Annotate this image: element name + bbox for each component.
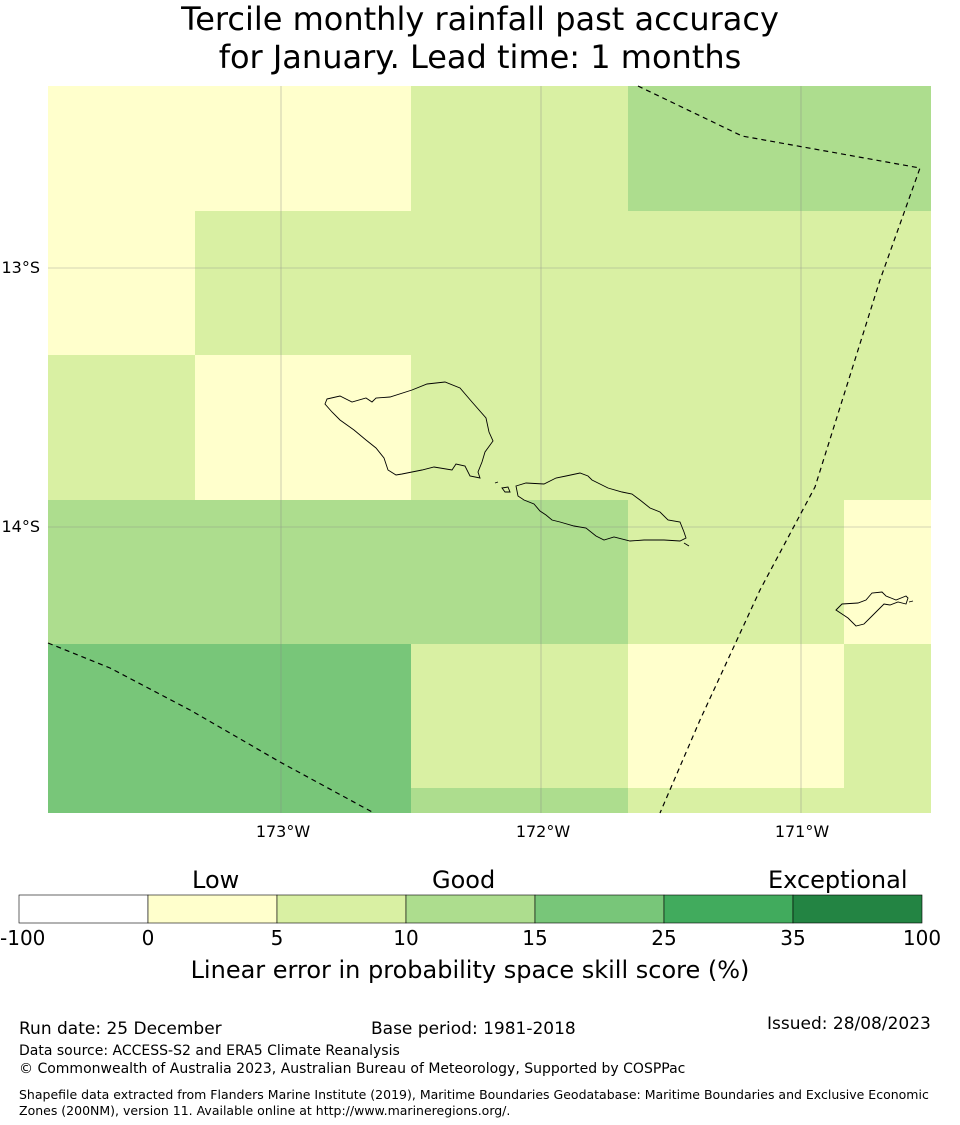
skill-cell [281, 788, 411, 813]
skill-cell [195, 86, 411, 211]
lat-label-13s: 13°S [1, 258, 40, 277]
skill-cell [541, 500, 628, 644]
skill-cell [48, 86, 195, 355]
skill-cell [628, 788, 844, 813]
lat-label-14s: 14°S [1, 517, 40, 536]
copyright: © Commonwealth of Australia 2023, Austra… [19, 1061, 686, 1077]
skill-cell [195, 788, 281, 813]
islet-aunuu [908, 600, 914, 603]
colorbar-segment [792, 894, 923, 924]
colorbar-tick-label: 100 [902, 926, 942, 950]
skill-cell [411, 788, 628, 813]
colorbar-tick-label: 15 [522, 926, 548, 950]
data-source: Data source: ACCESS-S2 and ERA5 Climate … [19, 1043, 400, 1059]
colorbar-tick-label: -100 [0, 926, 46, 950]
skill-cell [628, 86, 801, 211]
islet-apolima [494, 481, 499, 484]
graticule [48, 86, 931, 813]
islet-nuutele [683, 542, 690, 547]
issued-date: Issued: 28/08/2023 [767, 1014, 931, 1034]
skill-cell [844, 644, 931, 813]
skill-cell [844, 86, 931, 211]
skill-cell [628, 355, 801, 500]
skill-cell [411, 644, 541, 788]
skill-cell [411, 86, 541, 211]
lon-label-173w: 173°W [256, 822, 311, 841]
title-line-1: Tercile monthly rainfall past accuracy [181, 0, 779, 38]
colorbar-tick-label: 5 [270, 926, 284, 950]
skill-cell [411, 500, 541, 644]
colorbar-category-good: Good [432, 866, 496, 894]
skill-cell [801, 355, 844, 500]
colorbar-category-low: Low [192, 866, 240, 894]
skill-cell [844, 500, 931, 644]
skill-cell [844, 211, 931, 355]
skill-cell [281, 355, 411, 500]
colorbar-tick-label: 25 [651, 926, 677, 950]
skill-cell [628, 211, 801, 355]
skill-cell [541, 86, 628, 211]
eez-boundaries [47, 85, 921, 814]
title-line-2: for January. Lead time: 1 months [218, 38, 742, 76]
skill-cell [48, 355, 195, 500]
colorbar-tick-label: 0 [141, 926, 155, 950]
island-savaii [324, 381, 494, 479]
skill-cell [541, 355, 628, 500]
colorbar-tick-label: 35 [780, 926, 806, 950]
skill-cell [195, 211, 281, 355]
colorbar-segment [276, 894, 407, 924]
eez-boundary-north [637, 85, 921, 814]
skill-grid [48, 86, 931, 813]
skill-cell [281, 500, 411, 644]
shapefile-credit: Shapefile data extracted from Flanders M… [19, 1087, 929, 1118]
skill-cell [628, 500, 844, 644]
skill-cell [801, 86, 844, 211]
colorbar-segment [405, 894, 536, 924]
skill-cell [195, 500, 281, 644]
colorbar-tick-label: 10 [393, 926, 419, 950]
skill-cell [48, 500, 195, 644]
skill-cell [411, 211, 541, 355]
island-tutuila [835, 591, 909, 627]
skill-cell [541, 644, 628, 788]
islet-manono [501, 486, 511, 493]
skill-cell [844, 355, 931, 500]
island-upolu [515, 472, 687, 542]
colorbar [18, 894, 923, 924]
skill-cell [801, 211, 844, 355]
colorbar-segment [663, 894, 794, 924]
run-date: Run date: 25 December [19, 1019, 222, 1039]
skill-cell [48, 644, 195, 788]
skill-cell [628, 644, 844, 788]
skill-cell [281, 644, 411, 788]
base-period: Base period: 1981-2018 [371, 1019, 576, 1039]
skill-cell [541, 211, 628, 355]
skill-cell [281, 211, 411, 355]
colorbar-title: Linear error in probability space skill … [190, 956, 750, 984]
colorbar-segment [18, 894, 149, 924]
lon-label-172w: 172°W [516, 822, 571, 841]
map-title: Tercile monthly rainfall past accuracy f… [0, 0, 960, 76]
skill-cell [195, 644, 281, 788]
skill-cell [195, 355, 281, 500]
skill-cell [411, 355, 541, 500]
coastlines [324, 381, 914, 627]
colorbar-segment [534, 894, 665, 924]
colorbar-segment [147, 894, 278, 924]
eez-boundary-southwest [47, 642, 375, 814]
skill-cell [48, 788, 195, 813]
colorbar-category-exceptional: Exceptional [768, 866, 908, 894]
lon-label-171w: 171°W [775, 822, 830, 841]
